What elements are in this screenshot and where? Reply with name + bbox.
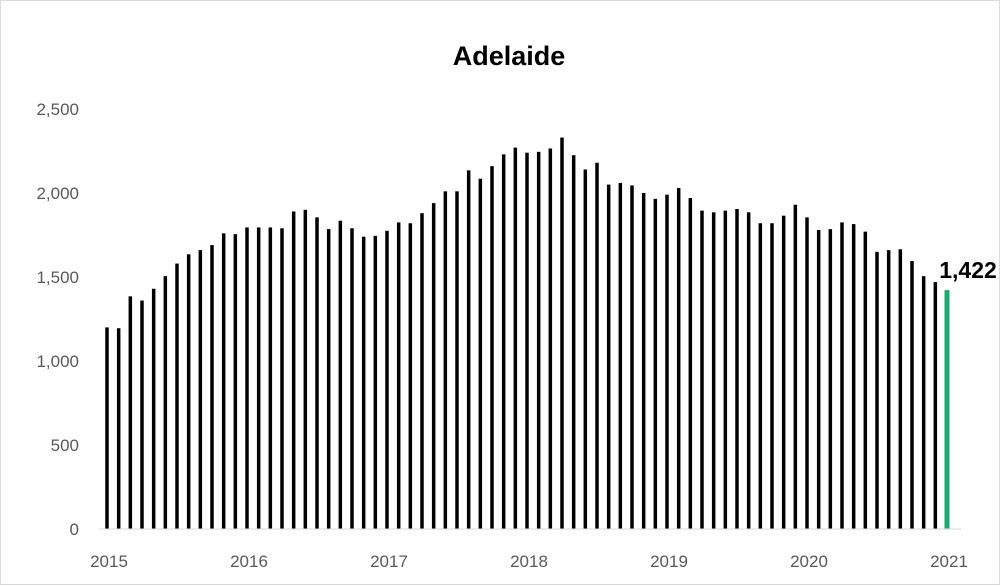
bar: [490, 166, 494, 529]
bar: [898, 249, 903, 529]
bar: [478, 178, 483, 529]
y-tick-label: 1,500: [36, 268, 79, 287]
bar: [431, 203, 436, 529]
bar: [303, 209, 308, 530]
bar: [128, 296, 133, 529]
chart-title: Adelaide: [453, 41, 566, 71]
bar: [268, 227, 273, 529]
x-axis: 2015 2016 2017 2018 2019 2020 2021: [90, 552, 968, 571]
bar: [163, 276, 168, 529]
bar: [233, 234, 238, 529]
x-tick-label: 2019: [650, 552, 688, 571]
bar: [583, 169, 588, 530]
bar: [921, 276, 926, 529]
bar: [688, 198, 693, 530]
bar: [595, 162, 599, 529]
bar: [280, 228, 284, 529]
x-tick-label: 2021: [930, 552, 968, 571]
last-value-label: 1,422: [939, 257, 997, 283]
bar: [630, 185, 634, 529]
bar: [910, 261, 914, 529]
x-tick-label: 2017: [370, 552, 408, 571]
bar: [560, 137, 564, 529]
bar: [466, 170, 471, 529]
bar: [501, 154, 506, 530]
bars: [105, 137, 950, 530]
bar: [210, 245, 214, 529]
bar: [326, 229, 331, 529]
bar: [618, 182, 623, 530]
bar: [385, 230, 389, 530]
bar: [641, 193, 646, 529]
bar: [186, 254, 191, 529]
bar: [151, 288, 156, 529]
bar: [758, 223, 763, 530]
bar-highlight: [944, 290, 950, 529]
bar: [805, 217, 809, 530]
bar: [175, 263, 179, 529]
bar: [291, 211, 296, 530]
bar: [875, 251, 879, 530]
bar: [816, 229, 821, 529]
bar: [221, 233, 226, 529]
bar: [735, 208, 739, 529]
bar: [315, 217, 319, 530]
bar: [245, 227, 249, 529]
x-tick-label: 2015: [90, 552, 128, 571]
bar: [606, 184, 611, 529]
bar: [828, 229, 833, 529]
bar: [396, 222, 401, 529]
x-tick-label: 2020: [790, 552, 828, 571]
bar: [116, 328, 121, 529]
bar: [653, 198, 658, 529]
y-tick-label: 1,000: [36, 352, 79, 371]
bar: [700, 210, 704, 529]
y-tick-label: 2,000: [36, 184, 79, 203]
bar: [408, 223, 413, 530]
bar: [793, 204, 798, 529]
y-tick-label: 2,500: [36, 100, 79, 119]
bar: [513, 147, 518, 529]
bar: [840, 222, 844, 529]
bar: [525, 152, 529, 529]
bar: [256, 227, 261, 529]
bar: [933, 282, 938, 529]
bar: [863, 231, 868, 529]
bar: [886, 250, 891, 529]
bar: [665, 194, 669, 529]
bar: [373, 235, 378, 529]
x-tick-label: 2016: [230, 552, 268, 571]
bar: [711, 212, 716, 529]
bar: [536, 151, 541, 529]
y-axis: 0 500 1,000 1,500 2,000 2,500: [36, 100, 79, 539]
bar: [781, 215, 786, 529]
bar: [198, 250, 203, 529]
bar: [420, 213, 424, 529]
bar: [746, 212, 751, 529]
bar: [338, 220, 343, 529]
bar: [770, 223, 774, 530]
bar: [350, 228, 354, 529]
bar: [548, 148, 553, 530]
bar: [723, 210, 728, 529]
y-tick-label: 0: [70, 520, 79, 539]
bar: [851, 224, 856, 529]
x-tick-label: 2018: [510, 552, 548, 571]
bar: [105, 327, 109, 529]
bar: [676, 187, 681, 529]
bar: [443, 191, 448, 529]
bar: [455, 191, 459, 529]
bar: [361, 236, 366, 529]
y-tick-label: 500: [51, 436, 79, 455]
bar: [140, 300, 144, 529]
bar: [571, 155, 576, 529]
